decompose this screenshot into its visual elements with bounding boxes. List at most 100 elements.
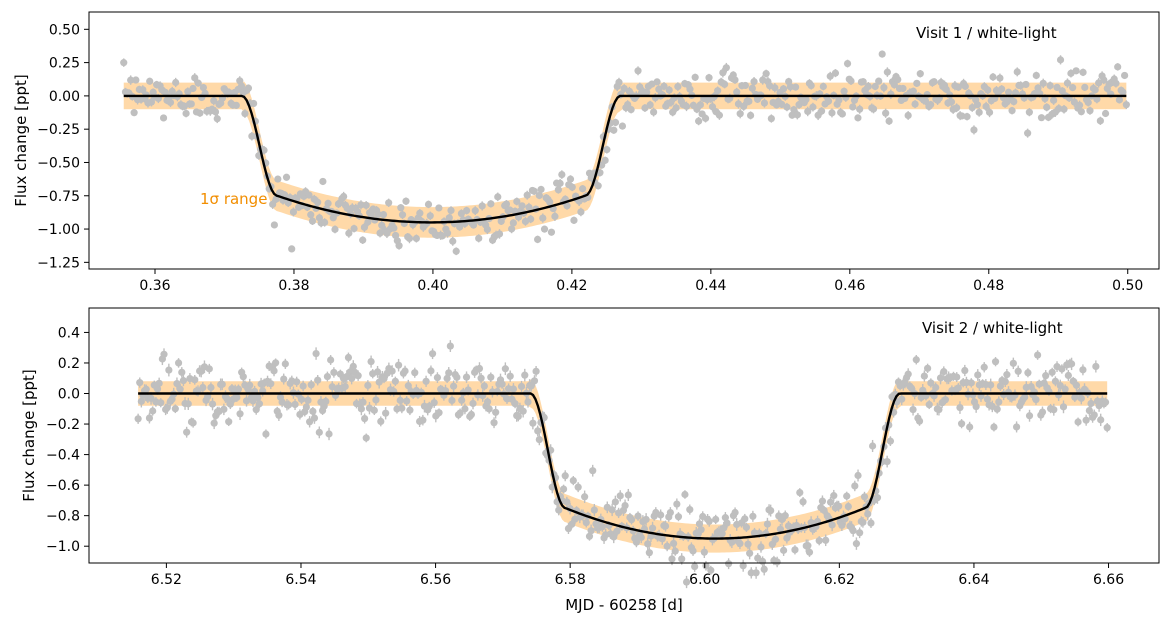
data-point — [362, 434, 370, 442]
data-point — [274, 175, 282, 183]
x-tick-label: 6.64 — [958, 572, 989, 588]
data-point — [359, 398, 367, 406]
data-point — [433, 374, 442, 382]
data-point — [378, 221, 386, 229]
data-point — [361, 414, 369, 423]
data-point — [1077, 108, 1085, 116]
data-point — [529, 419, 537, 427]
data-point — [911, 100, 919, 108]
data-point — [524, 398, 532, 406]
data-point — [927, 100, 935, 109]
data-point — [712, 515, 720, 524]
data-point — [657, 511, 665, 519]
data-point — [851, 482, 859, 490]
data-point — [894, 75, 902, 84]
data-point — [793, 111, 801, 119]
data-point — [995, 398, 1003, 406]
data-point — [953, 104, 961, 112]
data-point — [974, 371, 982, 379]
data-point — [191, 376, 199, 384]
data-point — [269, 200, 277, 208]
data-point — [596, 169, 604, 177]
data-point — [416, 209, 424, 217]
data-point — [791, 546, 799, 554]
data-point — [471, 207, 479, 215]
data-point — [828, 109, 836, 117]
data-point — [213, 115, 221, 123]
data-point — [1009, 359, 1017, 367]
data-point — [127, 76, 135, 84]
data-point — [972, 402, 980, 411]
data-point — [406, 406, 414, 414]
data-point — [163, 404, 171, 412]
data-point — [854, 114, 862, 122]
data-point — [359, 236, 367, 244]
data-point — [663, 542, 671, 550]
data-point — [161, 88, 169, 96]
data-point — [403, 397, 411, 405]
x-tick-label: 0.48 — [973, 278, 1004, 294]
data-point — [308, 217, 317, 225]
data-point — [568, 183, 576, 191]
data-point — [344, 353, 353, 362]
data-point — [341, 382, 349, 391]
data-point — [828, 521, 836, 529]
data-point — [702, 562, 710, 570]
data-point — [909, 405, 917, 414]
data-point — [391, 377, 399, 385]
data-point — [993, 405, 1001, 413]
data-point — [475, 364, 484, 373]
data-point — [840, 87, 848, 95]
x-tick-label: 0.46 — [834, 278, 865, 294]
data-point — [248, 132, 256, 140]
data-point — [616, 492, 624, 500]
data-point — [394, 361, 403, 369]
data-point — [357, 201, 365, 209]
y-tick-label: −1.25 — [37, 255, 80, 271]
data-point — [367, 357, 375, 366]
data-point — [875, 77, 883, 85]
data-point — [1022, 80, 1030, 89]
x-tick-label: 6.66 — [1093, 572, 1124, 588]
data-point — [523, 191, 531, 199]
data-point — [1079, 68, 1087, 76]
data-point — [532, 367, 540, 375]
data-point — [345, 229, 353, 237]
data-point — [527, 215, 535, 223]
data-point — [705, 74, 713, 82]
data-point — [731, 508, 739, 517]
data-point — [570, 216, 578, 224]
data-point — [799, 498, 807, 506]
y-tick-label: −0.8 — [46, 509, 80, 525]
data-point — [758, 557, 767, 566]
panel-title: Visit 2 / white-light — [922, 319, 1063, 337]
data-point — [314, 198, 322, 206]
data-point — [746, 549, 754, 557]
data-point — [966, 423, 974, 431]
data-point — [780, 546, 788, 554]
data-point — [530, 187, 538, 195]
data-point — [936, 374, 945, 382]
data-point — [398, 211, 407, 219]
data-point — [397, 204, 405, 212]
data-point — [379, 211, 388, 219]
data-point — [691, 73, 699, 81]
data-points-layer — [120, 50, 1130, 256]
data-point — [771, 84, 779, 92]
data-point — [374, 210, 382, 218]
panel-title: Visit 1 / white-light — [916, 24, 1057, 42]
data-point — [1060, 105, 1068, 113]
data-point — [297, 395, 306, 403]
data-point — [396, 396, 404, 404]
data-point — [487, 200, 495, 208]
data-point — [582, 518, 590, 527]
data-point — [645, 549, 653, 557]
data-point — [883, 68, 891, 76]
data-point — [343, 204, 351, 212]
data-point — [401, 367, 409, 375]
data-point — [1091, 86, 1099, 94]
y-axis-label: Flux change [ppt] — [12, 74, 30, 207]
data-point — [483, 225, 491, 234]
data-point — [783, 103, 791, 111]
data-point — [331, 225, 339, 233]
